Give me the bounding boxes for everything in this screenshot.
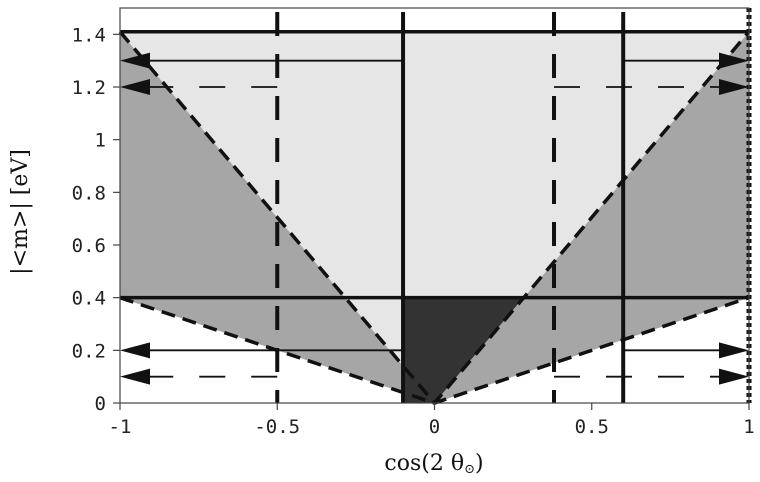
shaded-region-3 [403, 297, 524, 403]
x-tick-label-0: -1 [109, 416, 132, 438]
x-axis-label: cos(2 θ⊙) [384, 451, 483, 477]
y-tick-label-0: 0 [95, 393, 106, 415]
y-axis-label: |<m>| [eV] [8, 149, 33, 275]
x-tick-label-1: -0.5 [254, 416, 300, 438]
arrow-head-2-2 [719, 79, 749, 95]
x-axis-ticks: -1 -0.5 0 0.5 1 [109, 403, 755, 438]
x-tick-label-4: 1 [743, 416, 754, 438]
y-tick-label-6: 1.2 [72, 77, 106, 99]
x-axis-label-symbol: ⊙ [464, 462, 475, 477]
arrow-head-1-1 [120, 52, 150, 69]
y-tick-label-3: 0.6 [72, 235, 106, 257]
y-tick-label-7: 1.4 [72, 24, 106, 46]
y-tick-label-2: 0.4 [72, 288, 106, 310]
x-tick-label-2: 0 [429, 416, 440, 438]
arrow-head-2-1 [120, 79, 150, 95]
x-axis-label-text: cos(2 θ [384, 451, 464, 476]
y-tick-label-1: 0.2 [72, 340, 106, 362]
arrow-head-3-1 [120, 342, 150, 359]
x-axis-label-close: ) [475, 451, 484, 476]
x-tick-label-3: 0.5 [575, 416, 609, 438]
arrow-head-1-2 [719, 52, 749, 69]
y-tick-label-4: 0.8 [72, 182, 106, 204]
arrow-head-4-1 [120, 368, 150, 385]
y-tick-label-5: 1 [95, 130, 106, 152]
arrow-head-4-2 [719, 368, 749, 385]
horizontal-lines [120, 29, 749, 300]
shaded-region-2 [120, 31, 749, 403]
arrow-head-3-2 [719, 342, 749, 359]
arrows [120, 52, 749, 385]
y-axis-ticks: 0 0.2 0.4 0.6 0.8 1 1.2 1.4 [72, 24, 120, 415]
